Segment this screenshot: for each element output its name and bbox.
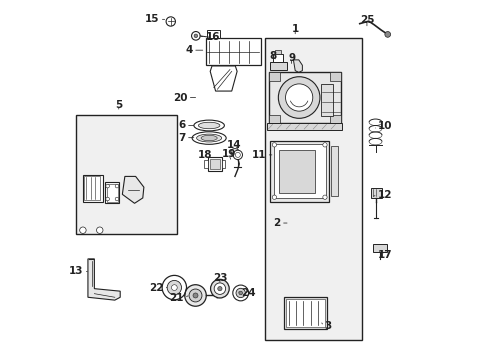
- Ellipse shape: [201, 135, 217, 141]
- Circle shape: [193, 293, 198, 298]
- Bar: [205, 39, 261, 65]
- Bar: [270, 140, 329, 202]
- Text: 1: 1: [292, 24, 299, 35]
- Text: 10: 10: [378, 121, 392, 131]
- Bar: [269, 72, 341, 123]
- Text: 23: 23: [213, 273, 227, 283]
- Text: 15: 15: [145, 14, 160, 24]
- Bar: [204, 160, 208, 168]
- Bar: [330, 72, 341, 81]
- Bar: [269, 115, 280, 123]
- Circle shape: [167, 280, 181, 295]
- Circle shape: [236, 288, 245, 298]
- Bar: [279, 149, 315, 193]
- Circle shape: [192, 32, 200, 40]
- Circle shape: [235, 152, 240, 157]
- Circle shape: [272, 195, 276, 199]
- Circle shape: [106, 197, 109, 201]
- Text: 17: 17: [378, 250, 392, 260]
- Circle shape: [194, 34, 197, 38]
- Circle shape: [166, 17, 175, 26]
- Ellipse shape: [194, 120, 224, 131]
- Circle shape: [239, 291, 243, 295]
- Bar: [320, 84, 333, 116]
- Text: 21: 21: [170, 293, 184, 303]
- Circle shape: [218, 287, 222, 291]
- Circle shape: [323, 195, 327, 199]
- Text: 25: 25: [360, 15, 374, 26]
- Ellipse shape: [196, 134, 221, 142]
- Circle shape: [97, 227, 103, 233]
- Circle shape: [106, 184, 109, 188]
- Text: 22: 22: [149, 283, 164, 293]
- Bar: [284, 297, 327, 329]
- Bar: [105, 182, 120, 203]
- Ellipse shape: [231, 149, 239, 154]
- Bar: [76, 116, 177, 234]
- Circle shape: [185, 285, 206, 306]
- Text: 20: 20: [173, 93, 188, 103]
- Bar: [207, 31, 220, 39]
- Circle shape: [272, 143, 276, 147]
- Circle shape: [115, 197, 119, 201]
- Circle shape: [323, 143, 327, 147]
- Text: 19: 19: [221, 149, 236, 159]
- Bar: [286, 299, 324, 327]
- Polygon shape: [210, 66, 237, 91]
- Circle shape: [233, 150, 243, 159]
- Text: 14: 14: [227, 140, 242, 150]
- Text: 8: 8: [270, 51, 276, 61]
- Circle shape: [286, 84, 313, 111]
- Bar: [331, 146, 338, 196]
- Polygon shape: [88, 259, 120, 300]
- Text: 3: 3: [324, 321, 331, 331]
- Bar: [269, 72, 280, 81]
- Ellipse shape: [192, 132, 226, 144]
- Text: 2: 2: [273, 218, 281, 228]
- Text: 4: 4: [186, 45, 193, 55]
- Circle shape: [211, 279, 229, 298]
- Bar: [83, 175, 102, 202]
- Circle shape: [162, 275, 187, 300]
- Text: 9: 9: [288, 53, 295, 63]
- Text: 16: 16: [205, 32, 220, 41]
- Bar: [221, 160, 225, 168]
- Text: 13: 13: [69, 266, 84, 276]
- Text: 12: 12: [378, 190, 392, 200]
- Circle shape: [385, 32, 391, 37]
- Circle shape: [214, 283, 225, 294]
- Circle shape: [189, 289, 202, 302]
- Text: 6: 6: [178, 121, 186, 130]
- Text: 24: 24: [242, 288, 256, 298]
- Text: 5: 5: [115, 100, 122, 110]
- Bar: [370, 188, 382, 198]
- Bar: [373, 244, 388, 252]
- Bar: [265, 39, 362, 339]
- Circle shape: [115, 184, 119, 188]
- Bar: [273, 54, 283, 62]
- Bar: [107, 184, 118, 202]
- Bar: [274, 144, 326, 198]
- Circle shape: [233, 285, 248, 301]
- Polygon shape: [122, 176, 144, 203]
- Bar: [275, 50, 280, 54]
- Ellipse shape: [198, 122, 220, 129]
- Bar: [330, 115, 341, 123]
- Text: 7: 7: [178, 133, 186, 143]
- Circle shape: [80, 227, 86, 233]
- Polygon shape: [294, 60, 302, 72]
- Bar: [210, 159, 220, 168]
- Bar: [270, 62, 287, 69]
- Text: 11: 11: [252, 150, 267, 160]
- Bar: [267, 123, 342, 130]
- Text: 18: 18: [198, 150, 213, 160]
- Bar: [208, 157, 221, 171]
- Circle shape: [172, 285, 177, 291]
- Circle shape: [278, 77, 320, 118]
- Bar: [84, 176, 100, 200]
